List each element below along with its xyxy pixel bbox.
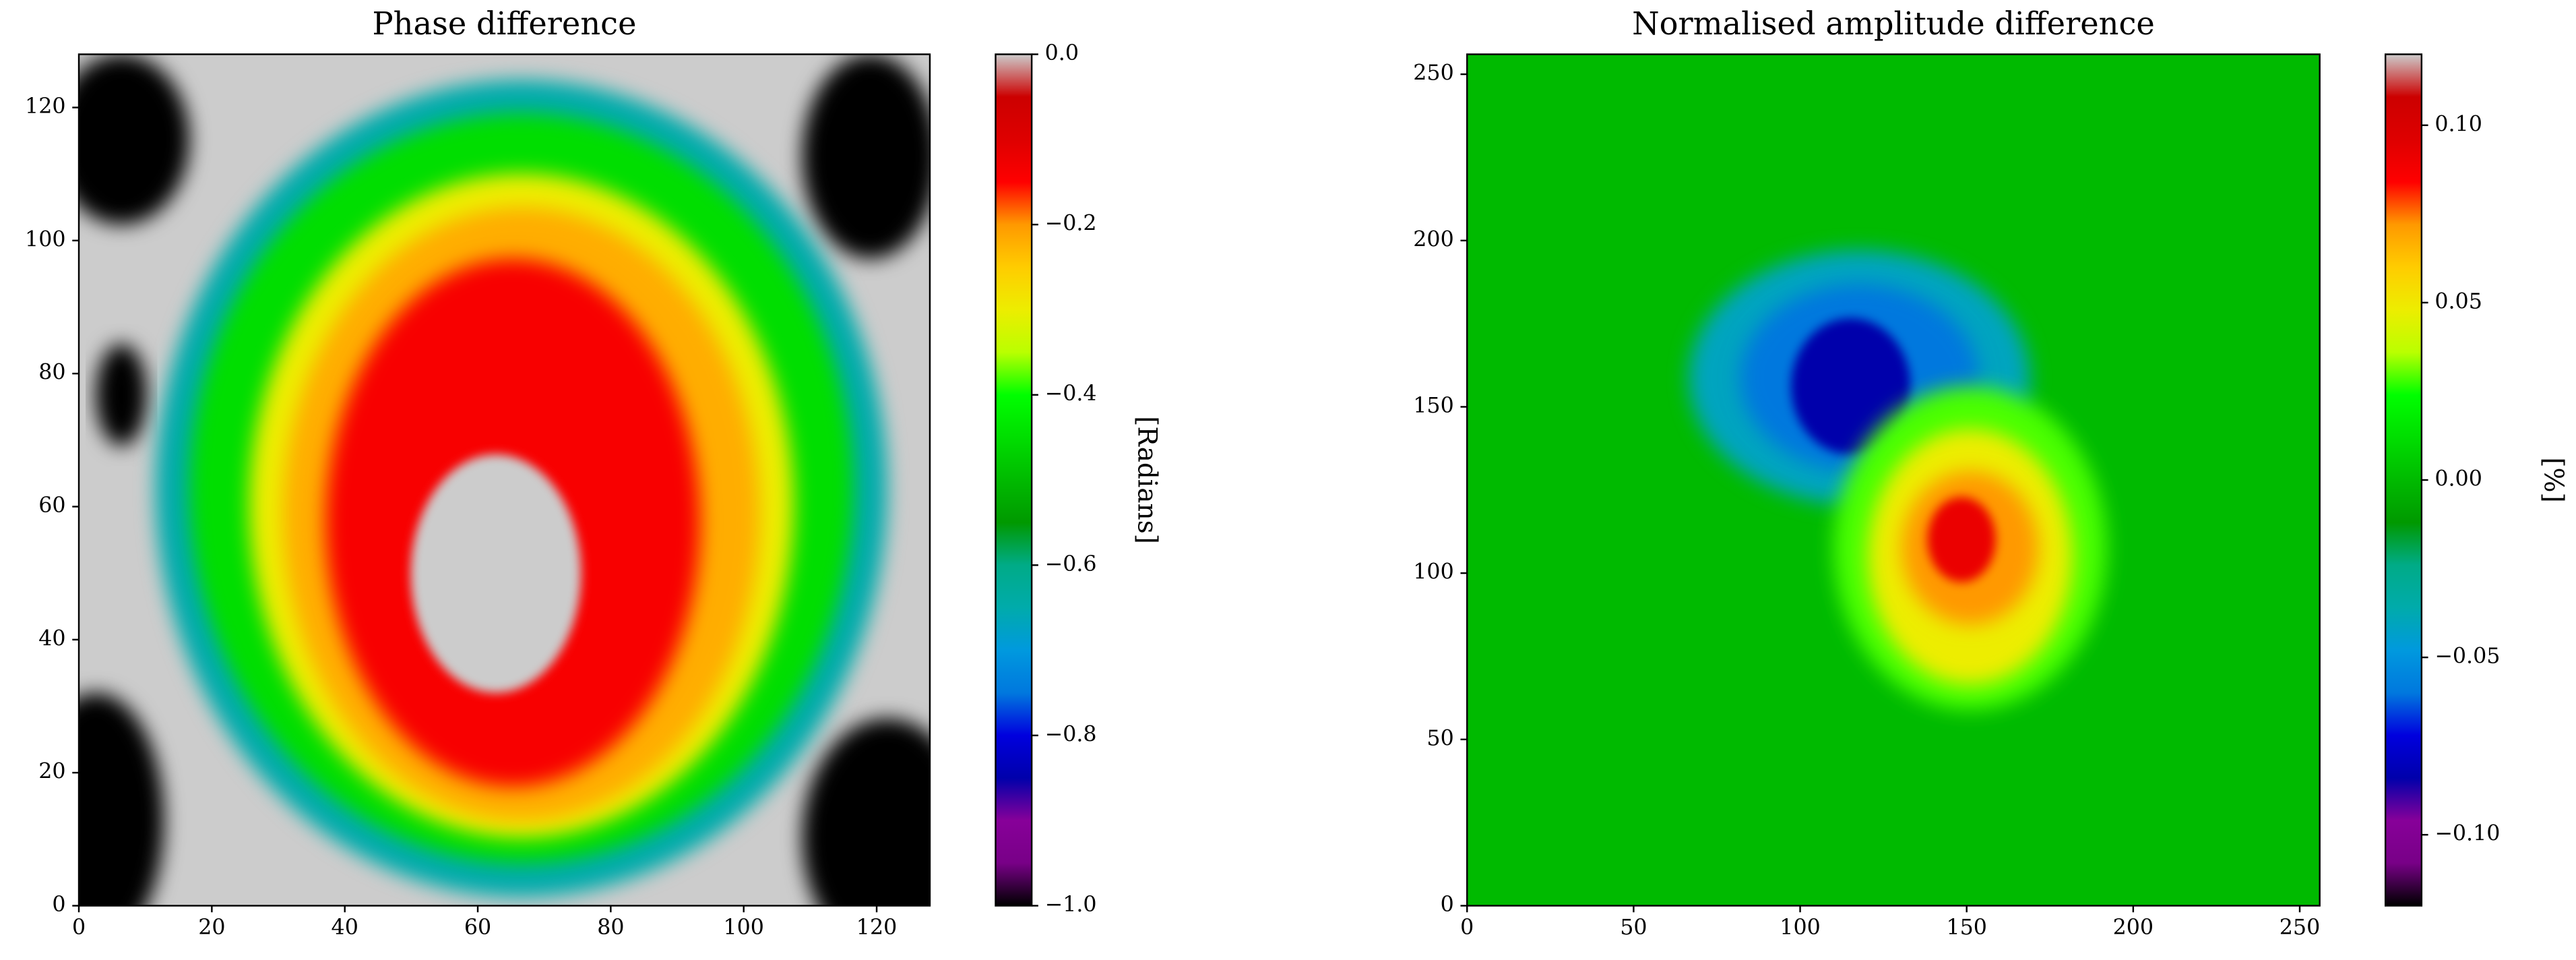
y-tick-label: 80 xyxy=(38,361,65,385)
chart-title: Normalised amplitude difference xyxy=(1632,5,2155,42)
y-tick-label: 0 xyxy=(52,893,65,917)
colorbar-tick-label: 0.00 xyxy=(2434,467,2482,491)
axes-frame xyxy=(1466,53,2321,907)
x-tick-label: 200 xyxy=(2113,916,2154,940)
colorbar-tick-label: −0.4 xyxy=(1045,382,1097,406)
y-tick-label: 60 xyxy=(38,493,65,518)
colorbar xyxy=(2384,53,2423,907)
y-tick-label: 50 xyxy=(1426,726,1453,750)
heatmap-region xyxy=(802,54,930,259)
heatmap-region xyxy=(79,54,190,225)
x-tick-label: 60 xyxy=(464,916,491,940)
y-tick-label: 100 xyxy=(1413,560,1453,584)
x-tick-label: 40 xyxy=(332,916,358,940)
heatmap-region xyxy=(1791,318,1911,455)
axes-frame xyxy=(77,53,931,907)
x-tick-label: 50 xyxy=(1620,916,1647,940)
heatmap-region xyxy=(96,343,148,446)
chart-title: Phase difference xyxy=(373,5,637,42)
x-tick-label: 20 xyxy=(198,916,225,940)
colorbar-tick-label: −0.10 xyxy=(2434,822,2500,846)
colorbar-tick-label: 0.0 xyxy=(1045,41,1079,65)
colorbar-tick-label: 0.10 xyxy=(2434,112,2482,136)
heatmap-region xyxy=(410,454,582,693)
y-tick-label: 20 xyxy=(38,760,65,784)
y-tick-label: 40 xyxy=(38,626,65,651)
x-tick-label: 0 xyxy=(72,916,86,940)
colorbar-label: [Radians] xyxy=(1131,416,1162,544)
y-tick-label: 200 xyxy=(1413,227,1453,251)
x-tick-label: 120 xyxy=(856,916,897,940)
x-tick-label: 0 xyxy=(1460,916,1474,940)
y-tick-label: 250 xyxy=(1413,61,1453,86)
colorbar-tick-label: −0.05 xyxy=(2434,644,2500,669)
heatmap-region xyxy=(1927,497,1996,582)
x-tick-label: 100 xyxy=(1780,916,1820,940)
heatmap-image xyxy=(79,54,930,906)
heatmap-region xyxy=(79,692,164,906)
y-tick-label: 0 xyxy=(1441,893,1454,917)
colorbar-tick-label: 0.05 xyxy=(2434,289,2482,313)
colorbar-label: [%] xyxy=(2538,457,2568,503)
colorbar-tick-label: −0.8 xyxy=(1045,722,1097,746)
x-tick-label: 100 xyxy=(723,916,763,940)
x-tick-label: 150 xyxy=(1946,916,1986,940)
colorbar-tick-label: −0.6 xyxy=(1045,552,1097,576)
y-tick-label: 100 xyxy=(25,227,65,251)
colorbar xyxy=(995,53,1033,907)
colorbar-tick-label: −0.2 xyxy=(1045,212,1097,236)
x-tick-label: 250 xyxy=(2280,916,2320,940)
colorbar-tick-label: −1.0 xyxy=(1045,893,1097,917)
heatmap-image xyxy=(1467,54,2320,906)
y-tick-label: 150 xyxy=(1413,394,1453,418)
y-tick-label: 120 xyxy=(25,94,65,119)
x-tick-label: 80 xyxy=(597,916,624,940)
heatmap-region xyxy=(802,718,930,906)
